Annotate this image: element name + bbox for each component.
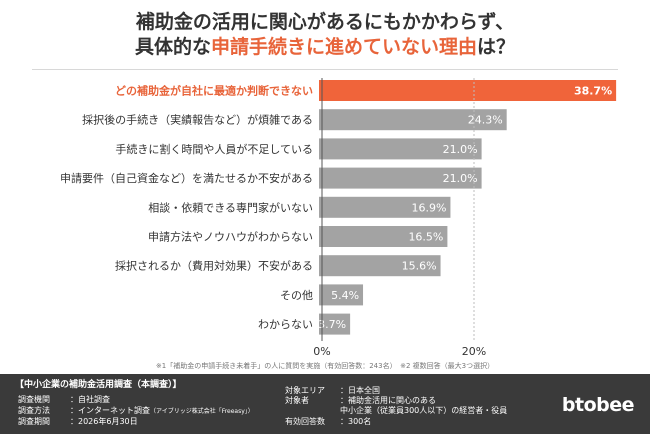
data-label: 38.7% bbox=[574, 85, 612, 98]
bar bbox=[319, 255, 441, 277]
bar bbox=[319, 313, 351, 335]
bar bbox=[319, 109, 507, 131]
category-label: 採択されるか（費用対効果）不安がある bbox=[115, 259, 313, 273]
brand-logo: btobee bbox=[561, 394, 635, 416]
survey-area-key: 対象エリア bbox=[285, 386, 325, 395]
survey-period-key: 調査期間 bbox=[18, 417, 50, 426]
survey-org-key: 調査機関 bbox=[18, 395, 50, 404]
bar bbox=[319, 196, 451, 218]
bar bbox=[319, 284, 364, 306]
bar bbox=[319, 80, 617, 101]
category-label: 申請方法やノウハウがわからない bbox=[148, 230, 313, 244]
category-label: 申請要件（自己資金など）を満たせるか不安がある bbox=[60, 171, 313, 185]
survey-period: 調査期間 ：2026年6月30日 bbox=[18, 417, 138, 427]
data-label: 15.6% bbox=[402, 260, 437, 273]
data-label: 21.0% bbox=[443, 172, 478, 185]
survey-org: 調査機関 ：自社調査 bbox=[18, 395, 110, 405]
title-line-2: 具体的な申請手続きに進めていない理由は？ bbox=[0, 35, 650, 60]
survey-method-sub: （アイブリッジ株式会社「Freeasy」） bbox=[150, 408, 254, 415]
survey-target: 対象者 ：補助金活用に関心のある bbox=[285, 396, 436, 406]
bar bbox=[319, 167, 482, 189]
survey-responses: 有効回答数 ：300名 bbox=[285, 417, 371, 427]
category-label: その他 bbox=[280, 289, 313, 302]
survey-target-detail: 中小企業（従業員300人以下）の経営者・役員 bbox=[340, 406, 507, 416]
survey-org-value: ：自社調査 bbox=[70, 395, 110, 404]
survey-target-value: ：補助金活用に関心のある bbox=[340, 396, 436, 405]
title-line-1: 補助金の活用に関心があるにもかかわらず、 bbox=[135, 11, 515, 33]
data-label: 16.5% bbox=[408, 231, 443, 244]
x-tick-label: 20% bbox=[462, 345, 486, 358]
title-line-2-post: は？ bbox=[477, 36, 516, 58]
survey-method-key: 調査方法 bbox=[18, 406, 50, 415]
title-highlight: 申請手続きに進めていない理由 bbox=[210, 36, 477, 58]
survey-period-value: ：2026年6月30日 bbox=[70, 417, 138, 426]
data-label: 21.0% bbox=[443, 143, 478, 156]
survey-target-key: 対象者 bbox=[285, 396, 309, 405]
bar bbox=[319, 138, 482, 160]
data-label: 24.3% bbox=[468, 114, 503, 127]
category-label: どの補助金が自社に最適か判断できない bbox=[115, 84, 313, 98]
survey-title: 【中小企業の補助金活用調査（本調査）】 bbox=[15, 380, 182, 390]
title-divider bbox=[32, 69, 618, 70]
survey-responses-key: 有効回答数 bbox=[285, 417, 325, 426]
bar bbox=[319, 226, 448, 247]
footnote: ※1「補助金の申請手続き未着手」の人に質問を実施（有効回答数：243名） ※2 … bbox=[155, 362, 495, 370]
survey-method: 調査方法 ：インターネット調査（アイブリッジ株式会社「Freeasy」） bbox=[18, 406, 254, 417]
category-label: わからない bbox=[258, 318, 313, 331]
survey-responses-value: ：300名 bbox=[340, 417, 372, 426]
survey-area: 対象エリア ：日本全国 bbox=[285, 386, 380, 396]
data-label: 16.9% bbox=[411, 201, 446, 214]
data-label: 5.4% bbox=[331, 289, 359, 302]
category-label: 採択後の手続き（実績報告など）が煩雑である bbox=[82, 113, 313, 127]
x-tick-label: 0% bbox=[313, 345, 330, 358]
survey-footer: 【中小企業の補助金活用調査（本調査）】 調査機関 ：自社調査 調査方法 ：インターネ… bbox=[0, 374, 650, 434]
category-label: 相談・依頼できる専門家がいない bbox=[148, 200, 313, 214]
survey-area-value: ：日本全国 bbox=[340, 386, 380, 395]
survey-target-detail-value: 中小企業（従業員300人以下）の経営者・役員 bbox=[340, 406, 508, 415]
chart-title: 補助金の活用に関心があるにもかかわらず、 具体的な申請手続きに進めていない理由は… bbox=[0, 10, 650, 60]
data-label: 3.7% bbox=[318, 318, 346, 331]
survey-method-value: ：インターネット調査 bbox=[70, 406, 150, 415]
category-label: 手続きに割く時間や人員が不足している bbox=[115, 142, 313, 156]
title-line-2-pre: 具体的な bbox=[134, 36, 211, 58]
